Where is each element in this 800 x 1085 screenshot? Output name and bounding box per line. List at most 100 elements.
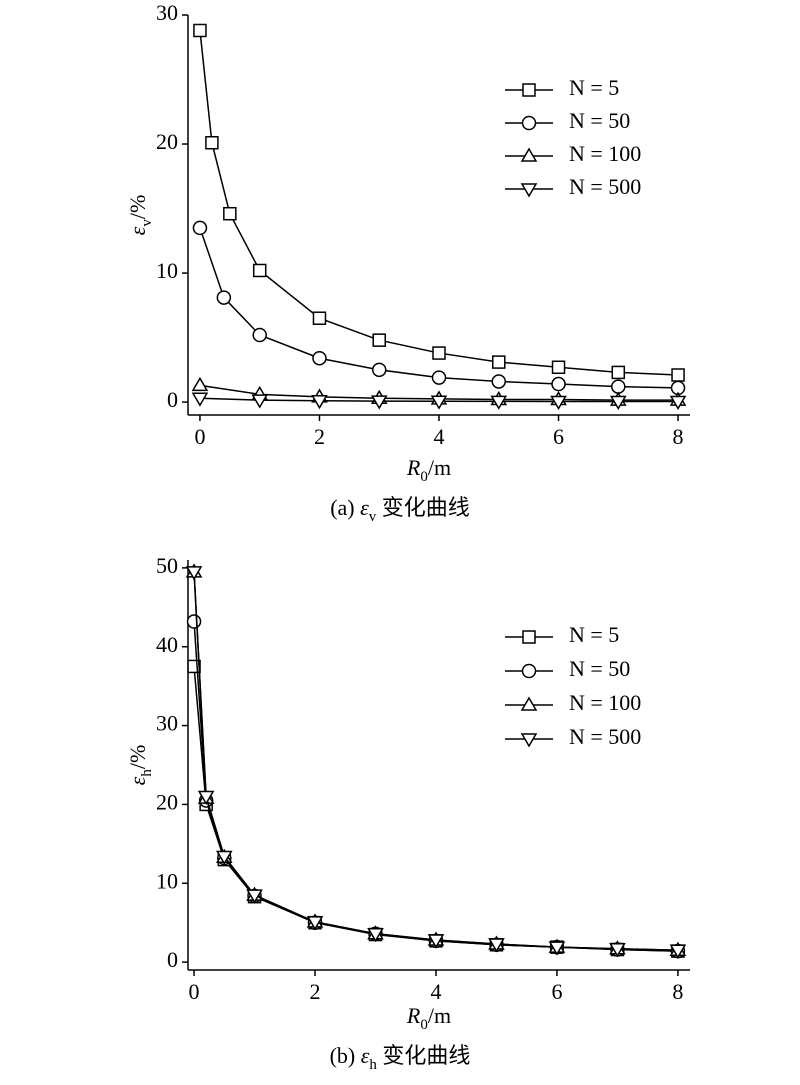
text-part: 变化曲线 [377, 1043, 471, 1068]
marker [216, 290, 232, 305]
text-part: (a) [330, 495, 360, 520]
marker [427, 934, 445, 949]
x-tick-label: 6 [551, 979, 562, 1004]
text-part: h [369, 1057, 377, 1073]
text-part: R [406, 455, 421, 480]
marker [548, 941, 566, 956]
marker [252, 327, 267, 343]
text-part: v [369, 509, 377, 525]
x-tick-label: 8 [673, 424, 684, 449]
marker [609, 942, 626, 958]
text-part: 0 [420, 469, 428, 485]
marker [669, 944, 687, 959]
marker [192, 220, 208, 236]
text-part: 变化曲线 [376, 495, 470, 520]
marker [521, 663, 537, 679]
marker [609, 395, 627, 410]
marker [521, 115, 537, 131]
marker [431, 370, 447, 385]
text-part: ε [360, 495, 369, 520]
marker [611, 379, 626, 394]
marker [490, 395, 508, 410]
y-tick-label: 0 [167, 947, 178, 972]
text-part: R [406, 1003, 421, 1028]
marker [306, 916, 324, 931]
text-part: 0 [420, 1017, 428, 1033]
marker [488, 938, 505, 953]
y-tick-label: 30 [156, 711, 178, 736]
text-part: ε [361, 1043, 370, 1068]
text-part: /m [428, 1003, 451, 1028]
marker [193, 23, 207, 38]
caption: (a) εv 变化曲线 [330, 495, 470, 525]
marker [430, 395, 448, 410]
legend-label: N = 500 [569, 174, 641, 199]
marker [522, 630, 536, 644]
marker [520, 183, 538, 198]
marker [371, 362, 387, 378]
marker [550, 395, 567, 410]
legend-label: N = 5 [569, 622, 619, 647]
marker [252, 263, 267, 278]
marker [312, 350, 327, 366]
marker [491, 374, 507, 389]
marker [669, 395, 687, 410]
text-part: ε [125, 226, 150, 235]
text-part: /m [428, 455, 451, 480]
marker [520, 147, 538, 162]
x-tick-label: 8 [672, 979, 683, 1004]
legend-label: N = 50 [569, 656, 630, 681]
marker [432, 346, 446, 360]
x-tick-label: 2 [314, 424, 325, 449]
x-tick-label: 2 [310, 979, 321, 1004]
y-tick-label: 20 [156, 129, 178, 154]
marker [186, 614, 202, 629]
marker [551, 360, 566, 375]
text-part: (b) [330, 1043, 361, 1068]
marker [520, 733, 538, 748]
x-tick-label: 6 [553, 424, 564, 449]
marker [367, 927, 384, 943]
marker [205, 135, 219, 150]
marker [522, 83, 536, 97]
y-tick-label: 30 [156, 0, 178, 25]
x-tick-label: 4 [430, 979, 441, 1004]
marker [611, 365, 626, 380]
marker [492, 355, 506, 369]
marker [246, 889, 263, 904]
marker [671, 368, 685, 382]
y-tick-label: 10 [156, 868, 178, 893]
x-axis-label: R0/m [406, 455, 451, 485]
marker [223, 206, 237, 221]
x-tick-label: 0 [194, 424, 205, 449]
legend-label: N = 500 [569, 724, 641, 749]
marker [370, 395, 388, 410]
legend-label: N = 100 [569, 690, 641, 715]
marker [311, 395, 328, 410]
text-part: h [139, 769, 155, 777]
x-tick-label: 0 [189, 979, 200, 1004]
marker [372, 333, 386, 347]
marker [197, 790, 215, 806]
marker [191, 376, 209, 392]
y-tick-label: 10 [156, 258, 178, 283]
text-part: /% [125, 195, 150, 219]
x-tick-label: 4 [434, 424, 445, 449]
marker [520, 696, 538, 711]
x-axis-label: R0/m [406, 1003, 451, 1033]
y-axis-label: εh/% [125, 745, 155, 786]
marker [191, 392, 209, 407]
marker [251, 394, 269, 409]
marker [185, 566, 203, 581]
marker [312, 311, 327, 325]
marker [551, 376, 566, 392]
text-part: v [139, 219, 155, 227]
y-tick-label: 40 [156, 632, 178, 657]
legend-label: N = 100 [569, 141, 641, 166]
legend-label: N = 50 [569, 108, 630, 133]
text-part: /% [125, 745, 150, 769]
caption: (b) εh 变化曲线 [330, 1043, 471, 1073]
series-line [199, 227, 679, 389]
y-tick-label: 0 [167, 387, 178, 412]
